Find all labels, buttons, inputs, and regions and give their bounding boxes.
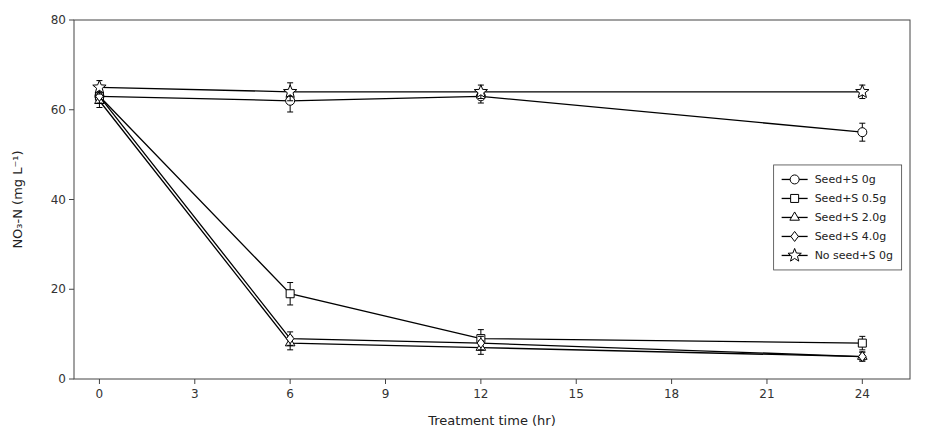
data-point <box>856 85 869 98</box>
x-tick-label: 12 <box>473 387 488 401</box>
error-bar <box>478 330 484 348</box>
data-point <box>474 85 487 98</box>
x-tick <box>480 379 481 384</box>
x-tick-label: 18 <box>664 387 679 401</box>
error-bar <box>287 332 293 345</box>
series <box>95 94 867 361</box>
series <box>96 90 866 362</box>
y-tick-label: 20 <box>51 282 66 296</box>
y-tick-label: 60 <box>51 103 66 117</box>
x-tick <box>576 379 577 384</box>
series-line <box>99 96 862 343</box>
data-point <box>858 128 867 137</box>
x-tick <box>385 379 386 384</box>
x-tick-label: 21 <box>759 387 774 401</box>
data-point <box>858 339 866 347</box>
y-tick <box>69 20 74 21</box>
data-point <box>283 85 296 98</box>
y-tick <box>69 109 74 110</box>
y-tick <box>69 289 74 290</box>
data-point <box>286 334 294 344</box>
data-point <box>93 80 106 93</box>
data-point <box>859 352 867 362</box>
x-tick-label: 3 <box>191 387 199 401</box>
error-bar <box>478 336 484 349</box>
x-tick <box>766 379 767 384</box>
legend-label: No seed+S 0g <box>815 249 893 262</box>
data-point <box>286 290 294 298</box>
y-axis: 0 20 40 60 80 <box>51 13 74 386</box>
legend-label: Seed+S 4.0g <box>815 230 887 243</box>
chart-svg: 0 3 6 9 12 15 18 21 24 Treatment time (hr) 0 20 40 60… <box>0 0 930 437</box>
error-bar <box>859 336 865 349</box>
legend-marker <box>790 212 800 220</box>
y-tick-label: 0 <box>58 372 66 386</box>
legend-marker <box>791 194 799 202</box>
legend: Seed+S 0g Seed+S 0.5g Seed+S 2.0g Seed+S 4.… <box>774 165 902 270</box>
x-tick <box>99 379 100 384</box>
x-tick-label: 6 <box>286 387 294 401</box>
x-tick <box>671 379 672 384</box>
series <box>95 90 866 350</box>
y-tick <box>69 379 74 380</box>
x-axis-label: Treatment time (hr) <box>427 413 556 428</box>
legend-marker <box>791 231 799 241</box>
x-tick-label: 15 <box>569 387 584 401</box>
y-tick <box>69 199 74 200</box>
legend-label: Seed+S 0.5g <box>815 192 887 205</box>
y-tick-label: 40 <box>51 193 66 207</box>
x-tick <box>194 379 195 384</box>
plot-area <box>93 80 869 361</box>
legend-label: Seed+S 2.0g <box>815 211 887 224</box>
x-tick-label: 24 <box>855 387 870 401</box>
y-axis-label: NO₃-N (mg L⁻¹) <box>10 150 25 248</box>
error-bar <box>859 352 865 361</box>
chart-container: 0 3 6 9 12 15 18 21 24 Treatment time (hr) 0 20 40 60… <box>0 0 930 437</box>
x-tick <box>290 379 291 384</box>
error-bar <box>287 283 293 305</box>
legend-marker <box>790 175 799 184</box>
data-point <box>477 338 485 348</box>
x-axis: 0 3 6 9 12 15 18 21 24 <box>96 379 870 401</box>
x-tick-label: 0 <box>96 387 104 401</box>
x-tick <box>862 379 863 384</box>
series <box>93 80 869 100</box>
background <box>0 0 930 437</box>
y-tick-label: 80 <box>51 13 66 27</box>
x-tick-label: 9 <box>382 387 390 401</box>
series-line <box>99 101 862 357</box>
legend-frame <box>774 165 902 270</box>
series-line <box>99 96 862 356</box>
legend-label: Seed+S 0g <box>815 173 876 186</box>
plot-frame <box>74 20 910 379</box>
legend-marker <box>788 248 801 261</box>
